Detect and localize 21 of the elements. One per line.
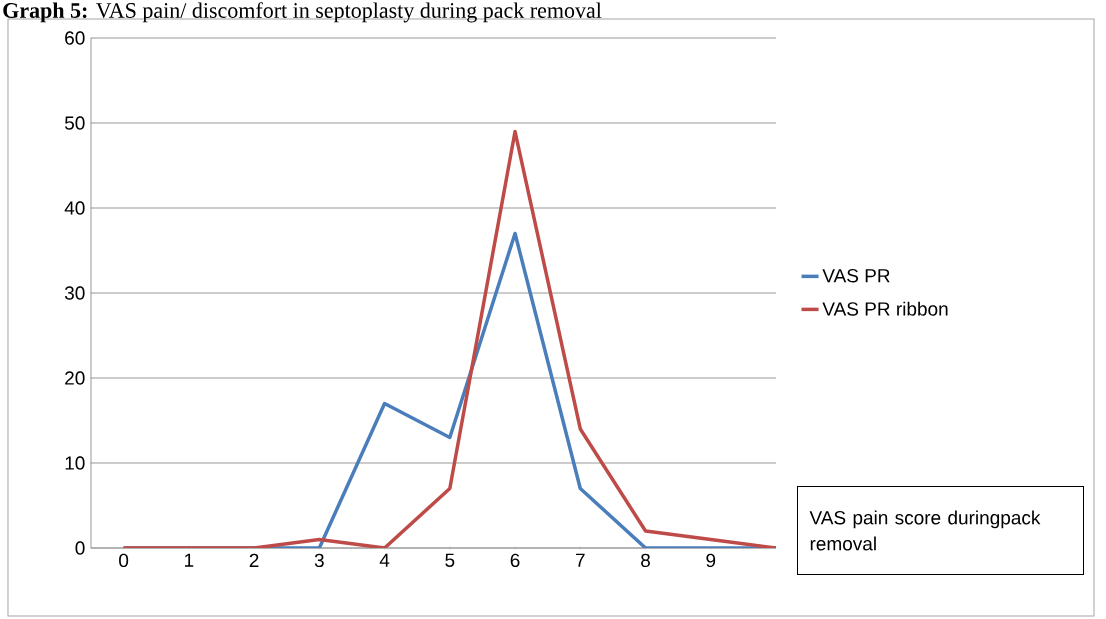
- x-tick-label: 0: [119, 553, 129, 568]
- y-tick-label: 10: [65, 456, 85, 470]
- y-tick-label: 20: [65, 371, 85, 385]
- legend-label: VAS PR ribbon: [822, 301, 948, 316]
- y-tick-label: 50: [64, 116, 85, 130]
- y-tick-label: 0: [75, 541, 85, 555]
- x-tick-label: 6: [510, 553, 520, 568]
- x-tick-label: 9: [706, 553, 716, 568]
- x-tick-label: 2: [249, 553, 259, 567]
- x-tick-label: 1: [185, 553, 194, 567]
- x-tick-label: 8: [641, 553, 650, 568]
- legend-label: VAS PR: [822, 268, 890, 283]
- x-tick-label: 7: [575, 553, 585, 567]
- x-tick-label: 3: [314, 553, 324, 568]
- y-tick-label: 40: [64, 201, 85, 215]
- x-tick-label: 4: [379, 553, 390, 567]
- text: VAS pain score duringpack removal: [809, 510, 1041, 551]
- x-tick-label: 5: [445, 553, 455, 567]
- y-tick-label: 60: [65, 31, 85, 45]
- y-tick-label: 30: [64, 286, 85, 300]
- chart-title: Graph 5: VAS pain/ discomfort in septoplasty during pack removal: [3, 2, 602, 23]
